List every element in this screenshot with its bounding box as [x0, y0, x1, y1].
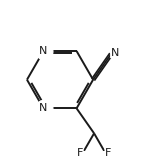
Text: N: N: [111, 48, 119, 58]
Text: F: F: [77, 148, 83, 158]
Text: N: N: [39, 103, 48, 113]
Text: F: F: [105, 148, 111, 158]
Text: N: N: [39, 46, 48, 56]
